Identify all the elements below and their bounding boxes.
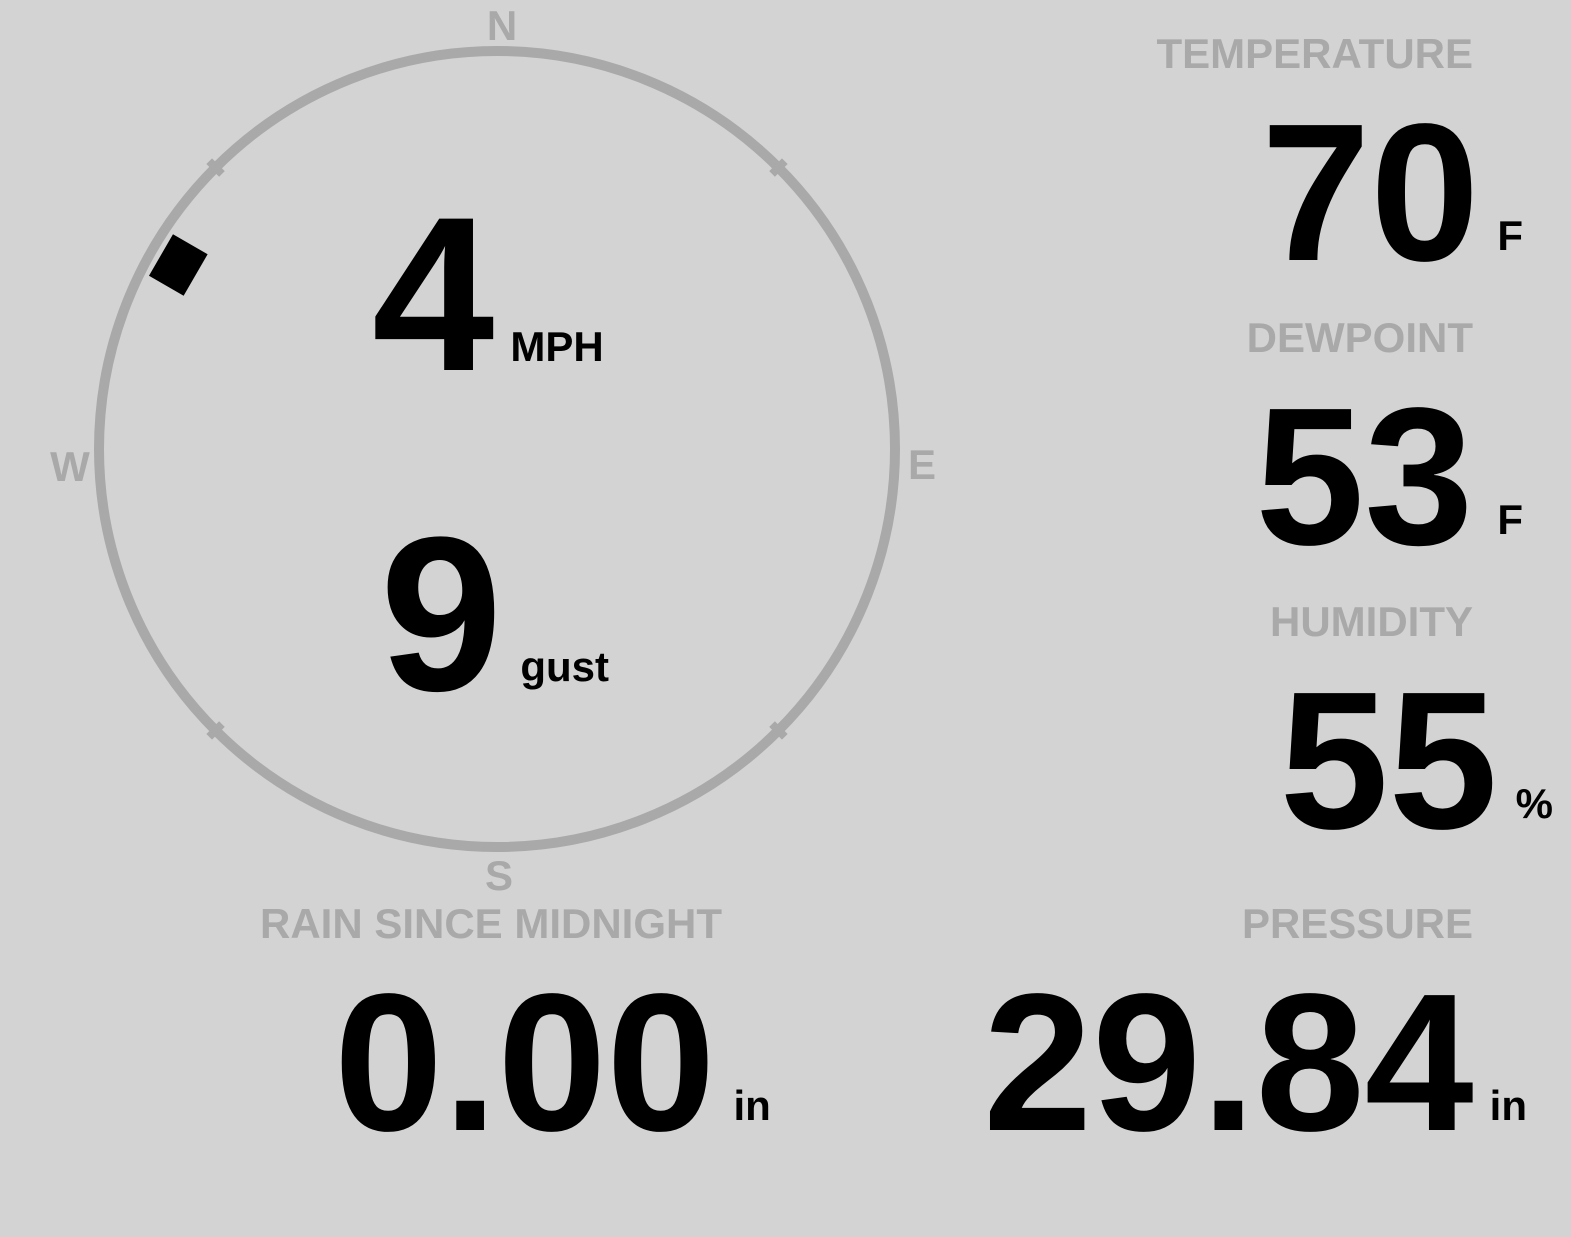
wind-speed-value: 4 [372,171,495,417]
wind-gust: 9 gust [380,488,609,741]
compass-north: N [487,2,517,49]
wind-speed-unit: MPH [510,323,604,370]
pressure-label: PRESSURE [1241,900,1473,947]
pressure-unit: in [1489,1082,1527,1129]
humidity-value: 55 [1279,651,1498,870]
temperature-label: TEMPERATURE [1156,30,1473,77]
temperature-value: 70 [1261,83,1480,302]
rain-unit: in [733,1082,771,1129]
dewpoint-value: 53 [1255,367,1474,586]
dewpoint-unit: F [1497,496,1523,543]
dewpoint-label: DEWPOINT [1246,314,1473,361]
humidity-reading: 55 % [1280,648,1553,873]
compass-tick [769,721,788,740]
compass-west: W [50,443,90,490]
temperature-reading: 70 F [1261,80,1523,305]
humidity-unit: % [1515,780,1553,827]
humidity-label: HUMIDITY [1270,598,1473,645]
compass-ring [94,46,900,852]
dewpoint-reading: 53 F [1255,364,1523,589]
wind-compass: N E S W [50,2,936,899]
wind-speed: 4 MPH [372,168,604,421]
pressure-reading: 29.84 in [983,950,1527,1175]
compass-east: E [908,441,936,488]
compass-tick [206,721,225,740]
compass-tick [769,158,788,177]
pressure-value: 29.84 [983,953,1474,1172]
wind-gust-value: 9 [380,491,503,737]
compass-south: S [485,852,513,899]
wind-direction-marker [148,234,208,296]
rain-value: 0.00 [334,953,716,1172]
temperature-unit: F [1497,212,1523,259]
rain-label: RAIN SINCE MIDNIGHT [260,900,722,947]
compass-tick [206,158,225,177]
wind-gust-label: gust [520,643,610,690]
rain-reading: 0.00 in [334,950,771,1175]
